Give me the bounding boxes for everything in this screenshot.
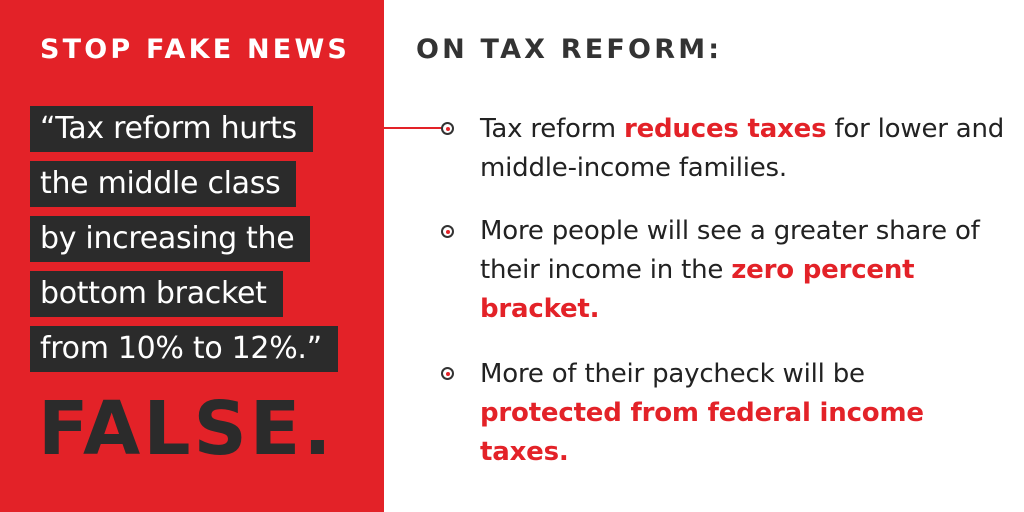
false-claim-quote: “Tax reform hurts the middle class by in… [30,106,338,381]
quote-line: “Tax reform hurts [30,106,338,152]
quote-line: the middle class [30,161,338,207]
fact-point: Tax reform reduces taxes for lower and m… [480,114,1005,183]
fact-point: More of their paycheck will be protected… [480,359,924,467]
fact-point: More people will see a greater share of … [480,216,980,324]
quote-line: bottom bracket [30,271,338,317]
quote-line: by increasing the [30,216,338,262]
highlight-text: reduces taxes [623,114,827,144]
connector-line [384,127,442,129]
bullet-dot-icon [441,122,454,135]
highlight-text: zero percent bracket. [480,255,915,324]
verdict-label: FALSE. [38,386,335,472]
section-title: ON TAX REFORM: [416,34,723,65]
left-panel: STOP FAKE NEWS “Tax reform hurts the mid… [0,0,384,512]
highlight-text: protected from federal income taxes. [480,398,924,467]
brand-title: STOP FAKE NEWS [40,34,351,65]
bullet-dot-icon [441,225,454,238]
quote-line: from 10% to 12%.” [30,326,338,372]
bullet-dot-icon [441,367,454,380]
